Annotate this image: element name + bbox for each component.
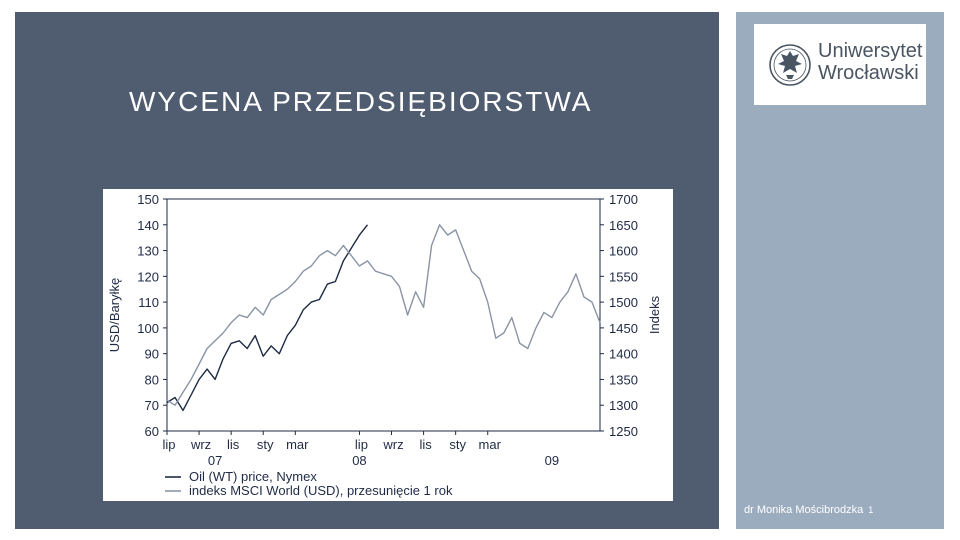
logo-line-2: Wrocławski [818, 62, 919, 84]
y-tick-label-right: 1400 [609, 347, 638, 362]
oil-msci-line-chart: 150 140 130 120 110 100 90 80 70 60 1700 1650 1600 15… [107, 192, 662, 498]
y-tick-label-left: 90 [145, 347, 159, 362]
x-year-label: 08 [352, 453, 366, 468]
y-tick-label-right: 1500 [609, 295, 638, 310]
x-tick-label: mar [479, 437, 502, 452]
x-tick-label: lis [419, 437, 432, 452]
x-tick-label: mar [286, 437, 309, 452]
x-tick-label: sty [257, 437, 274, 452]
y-axis-label-left: USD/Baryłkę [107, 278, 122, 352]
x-tick-label: lis [227, 437, 240, 452]
slide-title: WYCENA PRZEDSIĘBIORSTWA [129, 86, 593, 117]
y-tick-label-right: 1300 [609, 398, 638, 413]
plot-frame [166, 198, 601, 432]
footer: dr Monika Mościbrodzka 1 [744, 504, 873, 516]
page-number: 1 [868, 505, 874, 515]
series-line-msci [166, 224, 601, 406]
legend-label: Oil (WT) price, Nymex [189, 469, 317, 484]
chart-area: 150 140 130 120 110 100 90 80 70 60 1700 1650 1600 15… [103, 189, 673, 501]
x-year-label: 09 [545, 453, 559, 468]
legend-label: indeks MSCI World (USD), przesunięcie 1 … [189, 483, 453, 498]
x-tick-label: wrz [190, 437, 211, 452]
x-tick-label: lip [355, 437, 368, 452]
y-tick-label-right: 1550 [609, 269, 638, 284]
x-tick-label: lip [162, 437, 175, 452]
y-tick-label-left: 100 [137, 321, 159, 336]
logo-text: Uniwersytet Wrocławski [818, 40, 922, 84]
y-tick-label-right: 1450 [609, 321, 638, 336]
y-tick-label-right: 1250 [609, 424, 638, 439]
y-tick-label-left: 140 [137, 218, 159, 233]
y-tick-label-right: 1700 [609, 192, 638, 207]
y-tick-label-left: 70 [145, 398, 159, 413]
y-tick-label-left: 60 [145, 424, 159, 439]
y-tick-label-right: 1600 [609, 244, 638, 259]
eagle-emblem-icon [769, 44, 811, 86]
y-axis-label-right: Indeks [647, 295, 662, 334]
y-tick-label-right: 1350 [609, 372, 638, 387]
y-tick-label-left: 110 [138, 295, 159, 310]
series-line-oil [166, 224, 369, 412]
y-tick-label-left: 80 [145, 372, 159, 387]
y-tick-label-left: 120 [137, 269, 159, 284]
x-tick-label: sty [449, 437, 466, 452]
logo-line-1: Uniwersytet [818, 40, 923, 62]
y-tick-label-left: 150 [137, 192, 159, 207]
x-year-label: 07 [208, 453, 222, 468]
y-tick-label-left: 130 [137, 244, 159, 259]
x-tick-label: wrz [382, 437, 403, 452]
university-logo: Uniwersytet Wrocławski [754, 24, 926, 105]
footer-author: dr Monika Mościbrodzka [744, 504, 864, 516]
y-tick-label-right: 1650 [609, 218, 638, 233]
